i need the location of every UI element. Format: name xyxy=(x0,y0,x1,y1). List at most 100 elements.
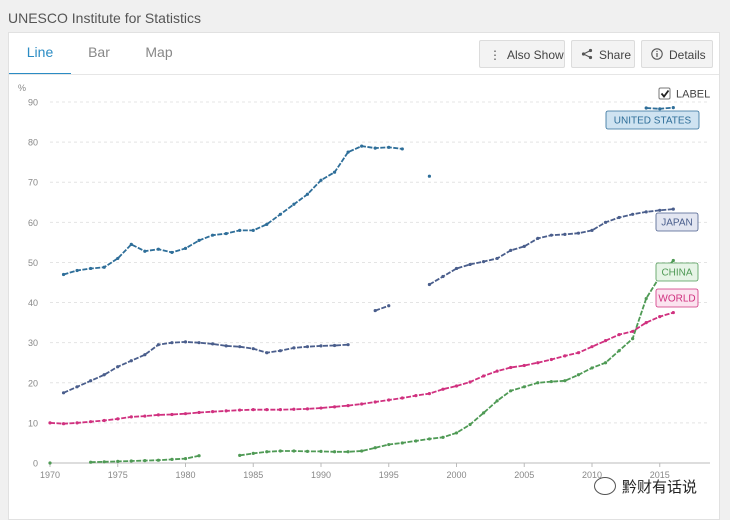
data-point[interactable] xyxy=(197,454,201,458)
data-point[interactable] xyxy=(603,220,608,224)
tab-bar[interactable]: Bar xyxy=(88,44,110,60)
details-button[interactable]: Details xyxy=(641,40,713,68)
data-point[interactable] xyxy=(183,340,188,344)
data-point[interactable] xyxy=(170,250,174,255)
data-point[interactable] xyxy=(590,345,594,349)
data-point[interactable] xyxy=(441,274,445,279)
data-point[interactable] xyxy=(156,413,160,417)
data-point[interactable] xyxy=(61,272,66,277)
data-point[interactable] xyxy=(522,385,526,389)
tab-map[interactable]: Map xyxy=(145,44,173,60)
data-point[interactable] xyxy=(251,408,255,412)
data-point[interactable] xyxy=(89,266,93,271)
data-point[interactable] xyxy=(387,304,391,308)
data-point[interactable] xyxy=(116,459,120,463)
data-point[interactable] xyxy=(644,106,648,110)
data-point[interactable] xyxy=(143,249,147,253)
data-point[interactable] xyxy=(61,391,66,395)
data-point[interactable] xyxy=(603,339,608,343)
data-point[interactable] xyxy=(197,410,201,415)
data-point[interactable] xyxy=(400,147,404,151)
data-point[interactable] xyxy=(644,296,648,301)
data-point[interactable] xyxy=(102,418,106,423)
data-point[interactable] xyxy=(305,449,310,453)
data-point[interactable] xyxy=(211,410,215,414)
data-point[interactable] xyxy=(170,341,174,345)
data-point[interactable] xyxy=(617,215,621,220)
data-point[interactable] xyxy=(251,347,255,351)
data-point[interactable] xyxy=(373,308,377,313)
data-point[interactable] xyxy=(332,343,337,348)
data-point[interactable] xyxy=(590,228,594,232)
data-point[interactable] xyxy=(319,178,323,182)
data-point[interactable] xyxy=(102,460,106,464)
data-point[interactable] xyxy=(468,422,472,427)
data-point[interactable] xyxy=(563,232,567,236)
data-point[interactable] xyxy=(197,341,201,345)
data-point[interactable] xyxy=(265,351,269,355)
series-china[interactable] xyxy=(48,258,675,465)
data-point[interactable] xyxy=(89,420,93,424)
data-point[interactable] xyxy=(373,146,377,150)
data-point[interactable] xyxy=(536,381,540,385)
data-point[interactable] xyxy=(129,359,133,363)
series-world[interactable] xyxy=(48,310,675,426)
data-point[interactable] xyxy=(590,366,594,370)
data-point[interactable] xyxy=(373,400,377,404)
data-point[interactable] xyxy=(509,248,513,253)
data-point[interactable] xyxy=(644,321,648,325)
data-point[interactable] xyxy=(278,408,282,412)
data-point[interactable] xyxy=(631,329,635,334)
data-point[interactable] xyxy=(346,450,350,454)
data-point[interactable] xyxy=(400,441,404,445)
data-point[interactable] xyxy=(156,343,160,347)
data-point[interactable] xyxy=(427,174,431,178)
data-point[interactable] xyxy=(509,389,513,393)
data-point[interactable] xyxy=(319,344,323,348)
data-point[interactable] xyxy=(129,242,133,246)
data-point[interactable] xyxy=(427,437,431,441)
data-point[interactable] xyxy=(305,192,310,196)
data-point[interactable] xyxy=(617,349,621,353)
data-point[interactable] xyxy=(129,415,133,419)
data-point[interactable] xyxy=(156,247,160,251)
data-point[interactable] xyxy=(211,342,215,346)
data-point[interactable] xyxy=(75,385,79,389)
data-point[interactable] xyxy=(631,212,635,216)
data-point[interactable] xyxy=(292,346,296,350)
data-point[interactable] xyxy=(305,345,310,349)
data-point[interactable] xyxy=(658,314,662,319)
also-show-button[interactable]: ⋮ Also Show xyxy=(479,40,565,68)
series-japan[interactable] xyxy=(61,207,675,395)
data-point[interactable] xyxy=(129,459,133,463)
data-point[interactable] xyxy=(251,228,255,232)
data-point[interactable] xyxy=(671,310,675,315)
data-point[interactable] xyxy=(346,404,350,408)
data-point[interactable] xyxy=(576,231,581,235)
data-point[interactable] xyxy=(482,411,486,415)
data-point[interactable] xyxy=(617,333,621,337)
data-point[interactable] xyxy=(346,343,350,347)
data-point[interactable] xyxy=(414,394,418,398)
data-point[interactable] xyxy=(441,435,445,439)
data-point[interactable] xyxy=(224,231,228,236)
data-point[interactable] xyxy=(563,354,567,358)
data-point[interactable] xyxy=(183,412,188,416)
data-point[interactable] xyxy=(522,244,526,248)
data-point[interactable] xyxy=(102,373,106,377)
data-point[interactable] xyxy=(278,349,282,353)
data-point[interactable] xyxy=(373,446,377,450)
data-point[interactable] xyxy=(454,266,459,271)
data-point[interactable] xyxy=(265,408,269,412)
data-point[interactable] xyxy=(211,233,215,237)
data-point[interactable] xyxy=(75,421,79,425)
data-point[interactable] xyxy=(441,387,445,391)
data-point[interactable] xyxy=(89,460,93,464)
data-point[interactable] xyxy=(292,449,296,453)
data-point[interactable] xyxy=(265,450,269,454)
data-point[interactable] xyxy=(522,363,526,368)
data-point[interactable] xyxy=(278,212,282,216)
data-point[interactable] xyxy=(549,379,553,384)
data-point[interactable] xyxy=(427,392,431,396)
data-point[interactable] xyxy=(671,258,675,263)
